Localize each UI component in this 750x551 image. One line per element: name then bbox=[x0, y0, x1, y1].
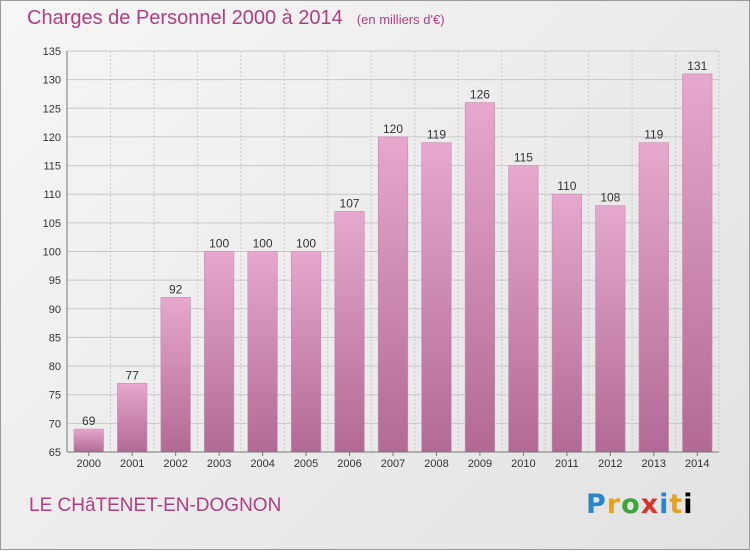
bar-2003 bbox=[204, 251, 235, 453]
y-tick-label: 95 bbox=[49, 275, 61, 287]
data-label: 120 bbox=[383, 122, 403, 136]
bar-2006 bbox=[334, 211, 365, 453]
bar-2013 bbox=[638, 142, 669, 453]
data-label: 131 bbox=[687, 59, 707, 73]
x-tick-label: 2006 bbox=[337, 458, 361, 470]
x-tick-label: 2008 bbox=[424, 458, 448, 470]
y-tick-label: 135 bbox=[43, 46, 61, 58]
x-tick-label: 2012 bbox=[598, 458, 622, 470]
bars: 69 77 92 100 100 100 107 120 119 126 115 110 108 119 1… bbox=[73, 59, 713, 453]
title-text: Charges de Personnel 2000 à 2014 bbox=[27, 7, 343, 29]
data-label: 69 bbox=[82, 414, 96, 428]
bar-2004 bbox=[247, 251, 278, 453]
y-tick-label: 80 bbox=[49, 361, 61, 373]
x-tick-label: 2001 bbox=[120, 458, 144, 470]
bar-2012 bbox=[595, 205, 626, 453]
x-tick-label: 2011 bbox=[555, 458, 579, 470]
x-tick-label: 2014 bbox=[685, 458, 709, 470]
y-tick-label: 120 bbox=[43, 132, 61, 144]
x-tick-label: 2005 bbox=[294, 458, 318, 470]
bar-2011 bbox=[551, 193, 582, 453]
data-label: 110 bbox=[557, 179, 576, 193]
x-tick-label: 2007 bbox=[381, 458, 405, 470]
data-label: 100 bbox=[253, 237, 273, 251]
y-tick-label: 100 bbox=[43, 247, 61, 259]
x-tick-label: 2002 bbox=[163, 458, 187, 470]
data-label: 108 bbox=[600, 191, 620, 205]
bar-2000 bbox=[73, 428, 104, 453]
bar-2009 bbox=[464, 102, 496, 453]
commune-name: LE CHâTENET-EN-DOGNON bbox=[29, 495, 282, 516]
bar-2007 bbox=[377, 136, 409, 453]
data-label: 77 bbox=[126, 368, 140, 382]
y-tick-label: 110 bbox=[43, 189, 61, 201]
x-tick-label: 2000 bbox=[76, 458, 100, 470]
x-tick-label: 2009 bbox=[468, 458, 492, 470]
bar-2002 bbox=[160, 297, 191, 453]
data-label: 115 bbox=[514, 151, 533, 165]
y-tick-label: 125 bbox=[43, 103, 61, 115]
x-tick-label: 2004 bbox=[250, 458, 274, 470]
y-tick-label: 75 bbox=[49, 390, 61, 402]
x-tick-label: 2003 bbox=[207, 458, 231, 470]
x-tick-label: 2013 bbox=[642, 458, 666, 470]
y-tick-label: 70 bbox=[49, 418, 61, 430]
bar-2005 bbox=[290, 251, 322, 453]
axes: 65 70 75 80 85 90 95 100 105 110 115 120 125 130 135 20… bbox=[43, 46, 719, 470]
x-tick-label: 2010 bbox=[511, 458, 535, 470]
bar-2001 bbox=[117, 382, 148, 453]
y-tick-label: 130 bbox=[43, 75, 61, 87]
y-tick-label: 85 bbox=[49, 332, 61, 344]
y-tick-label: 105 bbox=[43, 218, 61, 230]
chart-subtitle: (en milliers d'€) bbox=[356, 12, 445, 27]
bar-2010 bbox=[508, 165, 539, 453]
bar-2008 bbox=[421, 142, 452, 453]
y-tick-label: 90 bbox=[49, 304, 61, 316]
data-label: 92 bbox=[169, 282, 183, 296]
proxiti-logo: Proxiti bbox=[586, 489, 694, 520]
y-tick-label: 115 bbox=[43, 161, 61, 173]
data-label: 119 bbox=[644, 128, 663, 142]
data-label: 100 bbox=[296, 237, 316, 251]
chart-title: Charges de Personnel 2000 à 2014 (en mill… bbox=[27, 7, 445, 30]
data-label: 119 bbox=[427, 128, 446, 142]
bar-2014 bbox=[682, 73, 713, 453]
y-tick-label: 65 bbox=[49, 447, 61, 459]
data-label: 107 bbox=[340, 196, 360, 210]
data-label: 100 bbox=[209, 237, 229, 251]
data-label: 126 bbox=[470, 88, 490, 102]
